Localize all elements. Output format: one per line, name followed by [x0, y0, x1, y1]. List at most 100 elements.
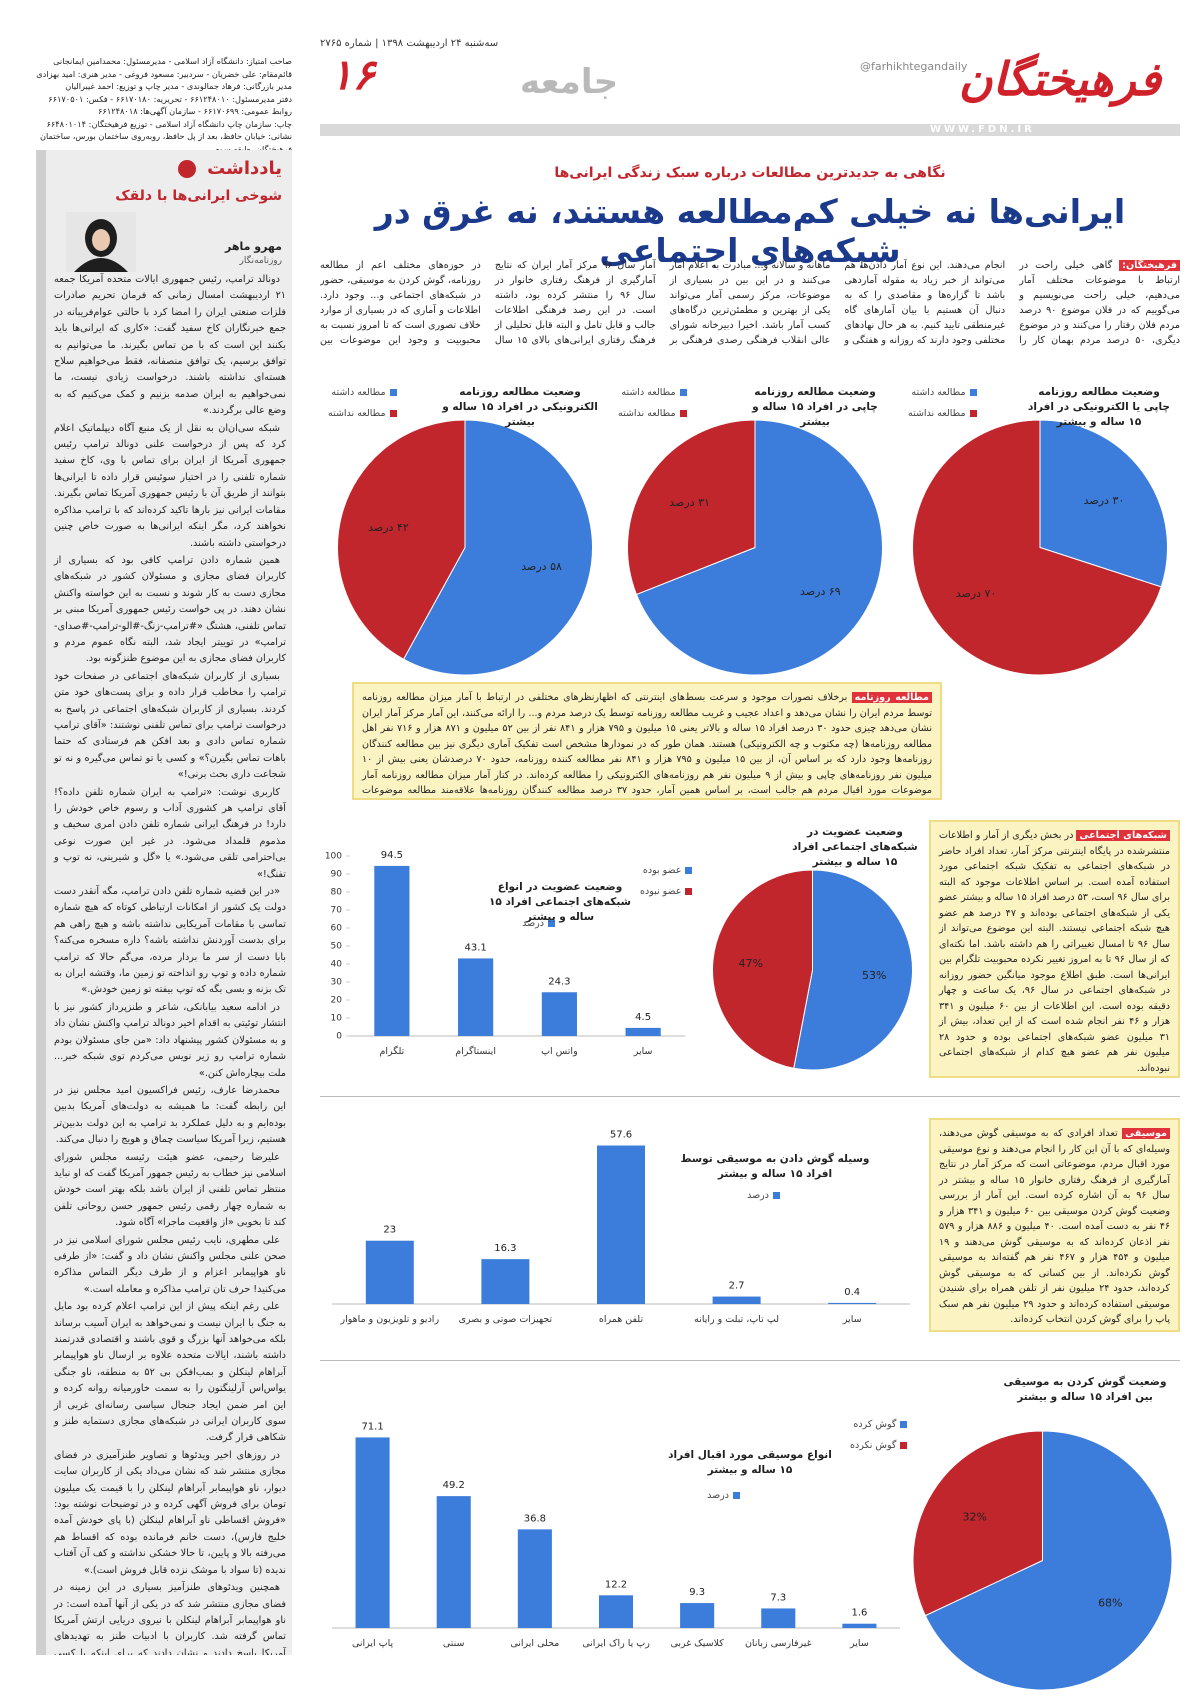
chart-plot: ۳۰ درصد ۷۰ درصد [912, 419, 1168, 676]
website: WWW.FDN.IR [930, 124, 1035, 135]
chart: ۵۸ درصد ۴۲ درصد مطالعه داشته مطالعه نداشته و… [320, 375, 610, 680]
x-tick-label: سایر [849, 1638, 869, 1649]
paragraph: بسیاری از کاربران شبکه‌های اجتماعی در صف… [54, 670, 286, 781]
box-text: تعداد افرادی که به موسیقی گوش می‌دهند، و… [939, 1128, 1171, 1325]
chart-plot: 68% 32% [912, 1430, 1173, 1691]
legend-entry: عضو نبوده [640, 886, 693, 897]
box-label: مطالعه روزنامه [851, 692, 932, 703]
legend: مطالعه داشته مطالعه نداشته [618, 387, 687, 429]
chart-title: وسیله گوش دادن به موسیقی توسط افراد ۱۵ س… [680, 1153, 870, 1180]
chart: 68% 32% گوش کرده گوش نکرده وضعیت گوش کردن به… [850, 1375, 1180, 1695]
chart: ۳۰ درصد ۷۰ درصد مطالعه داشته مطالعه نداشته و… [900, 375, 1180, 680]
value-label: 57.6 [610, 1130, 632, 1141]
slice-label: 47% [739, 957, 763, 970]
box-label: شبکه‌های اجتماعی [1076, 830, 1170, 841]
legend-swatch [685, 888, 693, 895]
reading-box: مطالعه روزنامه برخلاف تصورات موجود و سرع… [352, 682, 942, 800]
legend-swatch [679, 389, 687, 396]
slice-label: ۳۰ درصد [1084, 494, 1125, 507]
intro-text: فرهیختگان: گاهی خیلی راحت در ارتباط با م… [320, 258, 1180, 358]
date-line: سه‌شنبه ۲۴ اردیبهشت ۱۳۹۸ | شماره ۲۷۶۵ [320, 38, 499, 49]
y-tick-label: 90 [331, 870, 343, 880]
credit-line: صاحب امتیاز: دانشگاه آزاد اسلامی - مدیرم… [53, 56, 292, 66]
legend-entry: عضو بوده [640, 865, 693, 876]
intro-label: فرهیختگان: [1119, 260, 1180, 271]
y-tick-label: 10 [331, 1014, 343, 1024]
bar [481, 1259, 530, 1304]
y-tick-label: 0 [336, 1032, 342, 1042]
section-title: جامعه [520, 62, 619, 102]
chart-title: وضعیت عضویت در انواع شبکه‌های اجتماعی اف… [489, 881, 631, 923]
x-tick-label: واتس اپ [541, 1046, 578, 1057]
legend: درصد [747, 1190, 780, 1211]
paragraph: علیرضا رحیمی، عضو هیئت رئیسه مجلس شورای … [54, 1151, 286, 1229]
page-number: ۱۶ [330, 50, 376, 99]
divider [320, 1360, 1180, 1361]
paragraph: کاربری نوشت: «ترامپ به ایران شماره تلفن … [54, 786, 286, 880]
y-tick-label: 30 [331, 978, 343, 988]
credit-line: قائم‌مقام: علی خضریان - سردبیر: مسعود فر… [36, 68, 292, 79]
bar [761, 1608, 796, 1628]
pie-slice [402, 419, 593, 676]
bar [597, 1145, 645, 1304]
chart: ۶۹ درصد ۳۱ درصد مطالعه داشته مطالعه نداشته و… [610, 375, 900, 680]
chart-title: وضعیت مطالعه روزنامه الکترونیکی در افراد… [442, 386, 598, 428]
y-tick-label: 100 [325, 852, 342, 862]
x-tick-label: اینستاگرام [455, 1045, 496, 1057]
bar [365, 1240, 414, 1304]
bar [625, 1027, 661, 1036]
chart: 53% 47% عضو بوده عضو نبوده وضعیت عضویت در شب… [640, 825, 925, 1075]
credits: صاحب امتیاز: دانشگاه آزاد اسلامی - مدیرم… [36, 55, 292, 155]
author-name: مهرو ماهر [225, 240, 282, 253]
bar [712, 1296, 761, 1304]
chart-title: وضعیت مطالعه روزنامه چاپی در افراد ۱۵ سا… [752, 386, 878, 428]
paragraph: محمدرضا عارف، رئیس فراکسیون امید مجلس نی… [54, 1084, 286, 1146]
slice-label: ۶۹ درصد [800, 585, 841, 598]
chart-plot: 53% 47% [712, 869, 913, 1071]
legend-entry: درصد [522, 918, 555, 929]
legend-swatch [733, 1492, 740, 1499]
legend-swatch [900, 1442, 908, 1449]
value-label: 49.2 [443, 1480, 465, 1491]
x-tick-label: کلاسیک غربی [670, 1638, 724, 1649]
headline: ایرانی‌ها نه خیلی کم‌مطالعه هستند، نه غر… [374, 192, 1127, 270]
pie-slice [627, 419, 756, 596]
sidebar-body: دونالد ترامپ، رئیس جمهوری ایالات متحده آ… [54, 272, 286, 1655]
credit-line: چاپ: سازمان چاپ دانشگاه آزاد اسلامی - تو… [46, 118, 292, 129]
legend-label: مطالعه نداشته [328, 408, 386, 419]
x-tick-label: لپ تاپ، تبلت و رایانه [694, 1314, 779, 1325]
chart: 0 10 20 30 40 50 60 70 80 90 100 94.5 تلگرام 43.1 اینس… [320, 830, 695, 1070]
legend-label: گوش کرده [853, 1419, 897, 1430]
legend: مطالعه داشته مطالعه نداشته [328, 387, 397, 429]
pie-slice [912, 1430, 1043, 1617]
pie-slice [337, 419, 466, 660]
bar [436, 1496, 471, 1628]
x-tick-label: پاپ ایرانی [352, 1638, 394, 1649]
chart-plot: ۵۸ درصد ۴۲ درصد [337, 419, 593, 676]
legend: گوش کرده گوش نکرده [850, 1419, 908, 1461]
value-label: 2.7 [729, 1281, 745, 1292]
x-tick-label: رپ یا راک ایرانی [582, 1638, 650, 1649]
credit-line: مدیر بازرگانی: فرهاد جمالوندی - مدیر چاپ… [65, 81, 292, 91]
chart-plot: 0 10 20 30 40 50 60 70 80 90 100 94.5 تلگرام 43.1 اینس… [325, 850, 685, 1057]
paragraph: همچنین ویدئوهای طنزآمیز بسیاری در این زم… [54, 1582, 286, 1655]
legend-entry: گوش کرده [850, 1419, 908, 1430]
bar [517, 1529, 552, 1628]
chart-plot: 23 رادیو و تلویزیون و ماهوار 16.3 تجهیزات ص… [332, 1130, 910, 1325]
slice-label: ۷۰ درصد [956, 587, 997, 600]
bar [680, 1603, 715, 1628]
x-tick-label: سایر [633, 1046, 653, 1057]
paragraph: «در این قضیه شماره تلفن دادن ترامپ، مگه … [54, 886, 286, 996]
legend: عضو بوده عضو نبوده [640, 865, 693, 907]
value-label: 36.8 [524, 1513, 546, 1524]
bar [374, 865, 410, 1036]
legend-label: عضو بوده [642, 865, 682, 876]
legend-swatch [685, 867, 693, 874]
note-icon [178, 160, 196, 178]
legend-swatch [969, 389, 977, 396]
y-tick-label: 20 [331, 996, 343, 1006]
x-tick-label: سنتی [443, 1638, 465, 1649]
legend-swatch [900, 1421, 908, 1428]
credit-line: نشانی: خیابان حافظ، بعد از پل حافظ، روبه… [39, 131, 292, 154]
y-tick-label: 80 [331, 888, 343, 898]
